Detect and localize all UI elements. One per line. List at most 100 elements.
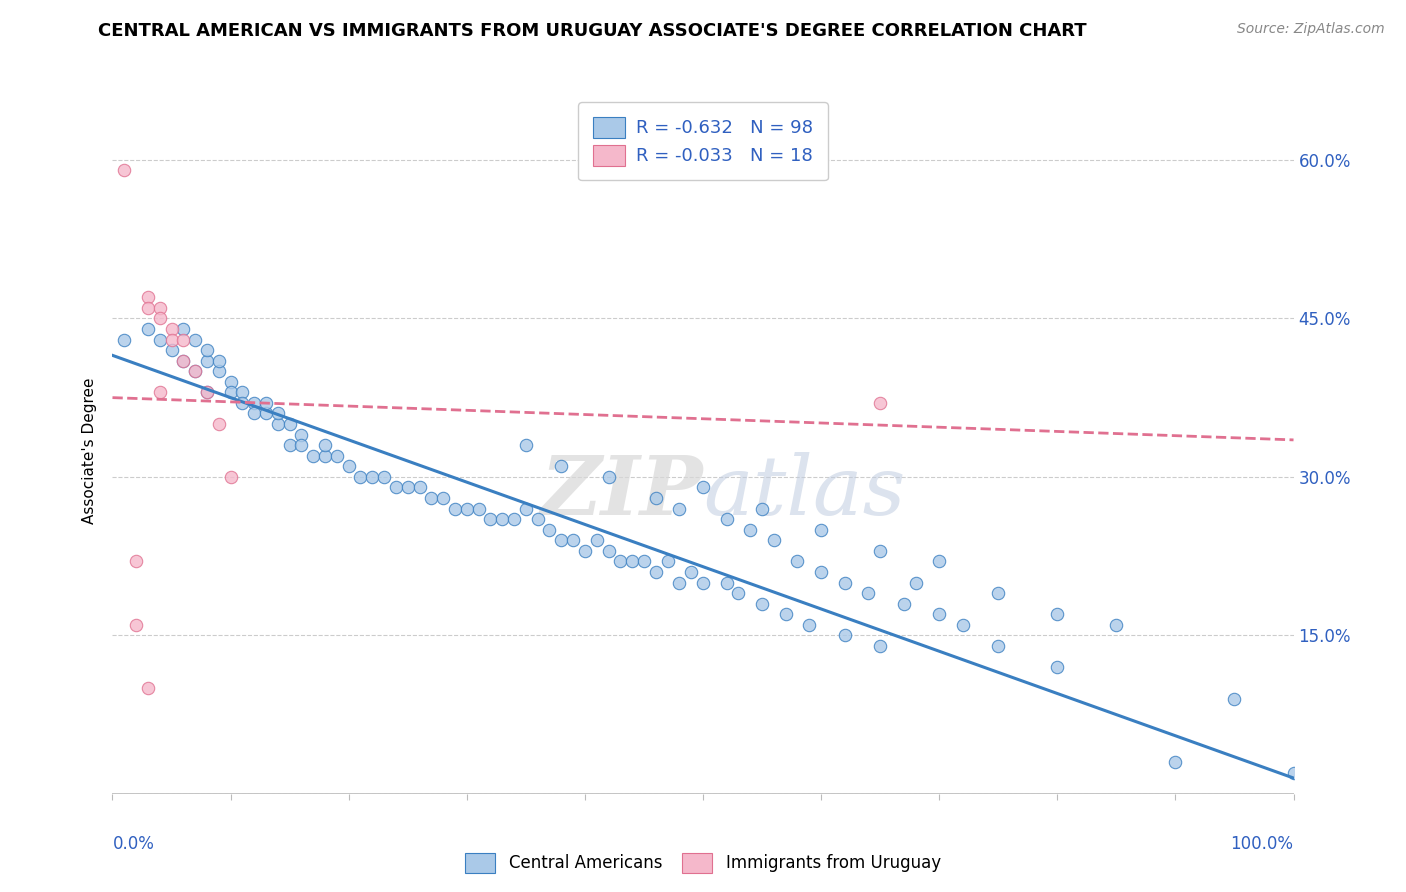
Point <box>219 385 242 400</box>
Point <box>136 322 159 336</box>
Point <box>195 385 218 400</box>
Point <box>184 364 207 378</box>
Point <box>278 417 301 431</box>
Point <box>491 512 513 526</box>
Point <box>184 333 207 347</box>
Point <box>952 617 974 632</box>
Point <box>208 417 231 431</box>
Point <box>195 385 218 400</box>
Point <box>503 512 526 526</box>
Point <box>112 163 135 178</box>
Point <box>219 375 242 389</box>
Point <box>562 533 585 548</box>
Point <box>267 417 290 431</box>
Point <box>550 459 572 474</box>
Point <box>716 575 738 590</box>
Point <box>598 470 620 484</box>
Point <box>692 480 714 494</box>
Point <box>254 407 277 421</box>
Point <box>621 554 644 568</box>
Text: CENTRAL AMERICAN VS IMMIGRANTS FROM URUGUAY ASSOCIATE'S DEGREE CORRELATION CHART: CENTRAL AMERICAN VS IMMIGRANTS FROM URUG… <box>98 22 1087 40</box>
Point <box>208 364 231 378</box>
Point <box>396 480 419 494</box>
Point <box>515 501 537 516</box>
Point <box>598 544 620 558</box>
Point <box>195 353 218 368</box>
Point <box>751 597 773 611</box>
Point <box>834 628 856 642</box>
Point <box>136 681 159 696</box>
Point <box>740 523 762 537</box>
Point <box>290 438 312 452</box>
Point <box>254 396 277 410</box>
Point <box>869 396 891 410</box>
Point <box>243 407 266 421</box>
Point <box>810 523 832 537</box>
Point <box>1223 691 1246 706</box>
Point <box>1105 617 1128 632</box>
Point <box>136 301 159 315</box>
Text: ZIP: ZIP <box>540 451 703 532</box>
Point <box>326 449 349 463</box>
Point <box>125 617 148 632</box>
Point <box>716 512 738 526</box>
Point <box>786 554 808 568</box>
Point <box>314 449 336 463</box>
Point <box>668 575 690 590</box>
Point <box>149 311 172 326</box>
Point <box>267 407 290 421</box>
Point <box>727 586 749 600</box>
Point <box>1046 607 1069 622</box>
Point <box>160 333 183 347</box>
Point <box>526 512 548 526</box>
Text: 0.0%: 0.0% <box>112 835 155 853</box>
Point <box>302 449 325 463</box>
Point <box>361 470 384 484</box>
Point <box>644 565 666 579</box>
Point <box>538 523 561 537</box>
Point <box>467 501 489 516</box>
Point <box>515 438 537 452</box>
Point <box>172 353 194 368</box>
Point <box>385 480 408 494</box>
Point <box>219 470 242 484</box>
Point <box>172 333 194 347</box>
Point <box>243 396 266 410</box>
Point <box>149 385 172 400</box>
Point <box>195 343 218 357</box>
Point <box>657 554 679 568</box>
Point <box>136 290 159 304</box>
Point <box>112 333 135 347</box>
Point <box>681 565 703 579</box>
Point <box>762 533 785 548</box>
Text: atlas: atlas <box>703 451 905 532</box>
Point <box>1046 660 1069 674</box>
Point <box>751 501 773 516</box>
Point <box>987 586 1010 600</box>
Point <box>184 364 207 378</box>
Point <box>1282 765 1305 780</box>
Point <box>231 396 253 410</box>
Point <box>928 607 950 622</box>
Point <box>373 470 395 484</box>
Legend: Central Americans, Immigrants from Uruguay: Central Americans, Immigrants from Urugu… <box>458 847 948 880</box>
Point <box>834 575 856 590</box>
Point <box>799 617 821 632</box>
Point <box>609 554 631 568</box>
Point <box>349 470 371 484</box>
Point <box>585 533 607 548</box>
Point <box>290 427 312 442</box>
Point <box>278 438 301 452</box>
Point <box>314 438 336 452</box>
Text: 100.0%: 100.0% <box>1230 835 1294 853</box>
Point <box>692 575 714 590</box>
Point <box>125 554 148 568</box>
Point <box>420 491 443 505</box>
Point <box>432 491 454 505</box>
Y-axis label: Associate's Degree: Associate's Degree <box>82 377 97 524</box>
Point <box>928 554 950 568</box>
Point <box>633 554 655 568</box>
Point <box>810 565 832 579</box>
Legend: R = -0.632   N = 98, R = -0.033   N = 18: R = -0.632 N = 98, R = -0.033 N = 18 <box>578 103 828 180</box>
Point <box>869 544 891 558</box>
